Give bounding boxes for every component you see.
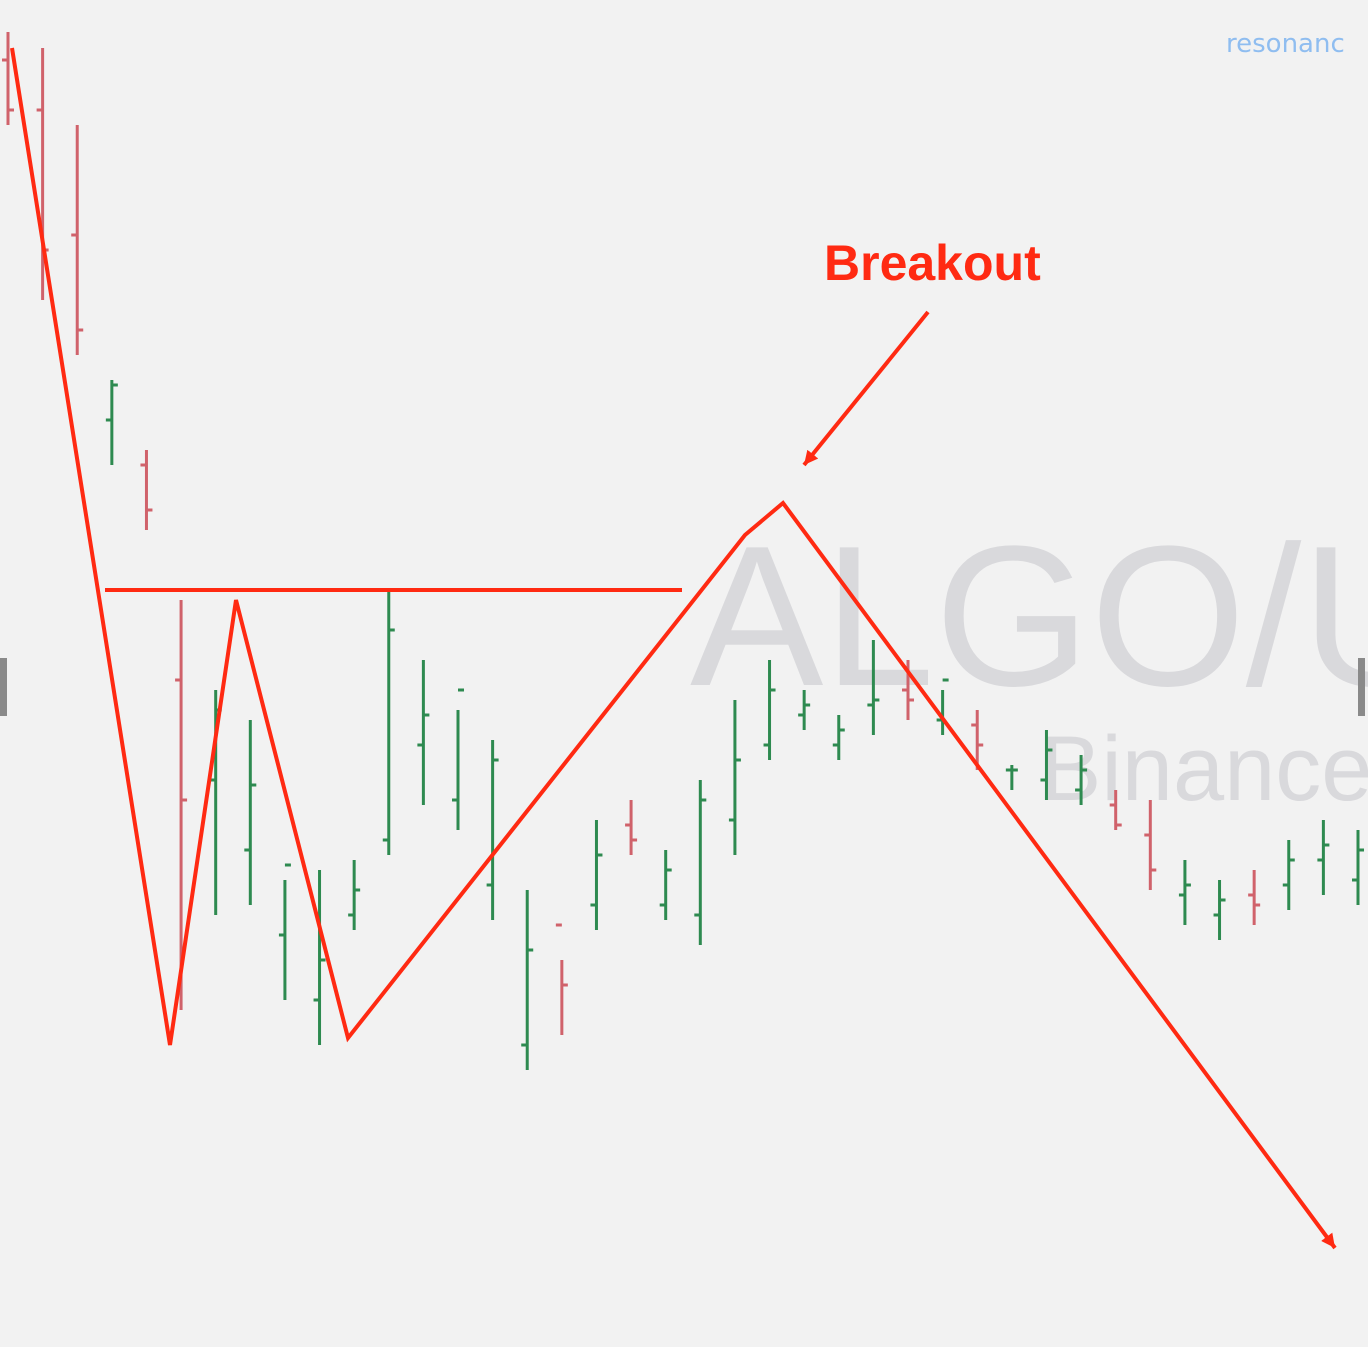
ohlc-bar [313,870,326,1045]
ohlc-bar [175,600,188,1010]
ohlc-bar [486,740,499,920]
trend-drawings [10,47,1337,1250]
ohlc-bar [1109,790,1122,830]
ohlc-bar [71,125,84,355]
ohlc-bar [1248,870,1261,925]
zigzag-trendline[interactable] [10,47,1337,1250]
ohlc-bar [728,700,741,855]
ohlc-bar [105,380,118,465]
price-bars [2,32,1364,1070]
ohlc-bar [1144,800,1157,890]
ohlc-bar [1005,765,1018,790]
ohlc-bar [1317,820,1330,895]
ohlc-bar [763,660,776,760]
ohlc-bar [1282,840,1295,910]
breakout-arrow [802,310,930,467]
watermark-exchange: Binance [1040,718,1368,820]
ohlc-bar [417,660,430,805]
ohlc-bar [1075,755,1088,805]
ohlc-bar [382,590,395,855]
ohlc-bar [659,850,672,920]
ohlc-bar [798,690,811,730]
ohlc-bar [278,863,291,1000]
ohlc-bar [1352,830,1364,905]
ohlc-bar [590,820,603,930]
ohlc-bar [1040,730,1053,800]
ohlc-bar [625,800,638,855]
ohlc-bar [140,450,153,530]
watermark-ticker: ALGO/U [690,505,1368,728]
ohlc-bar [2,32,14,125]
breakout-label: Breakout [824,235,1041,291]
ohlc-bar [1213,880,1226,940]
ohlc-bar [1178,860,1191,925]
ohlc-bar [348,860,361,930]
brand-watermark[interactable]: resonanc [1226,29,1345,59]
ohlc-bar [832,715,845,760]
ohlc-bar [244,720,257,905]
ohlc-bar [971,710,984,770]
ohlc-bar [867,640,880,735]
ohlc-bar [555,923,568,1035]
ohlc-bar [521,890,534,1070]
ohlc-bar [452,688,464,830]
left-edge-marker [0,658,7,716]
ohlc-bar [694,780,707,945]
right-edge-marker [1358,658,1365,716]
